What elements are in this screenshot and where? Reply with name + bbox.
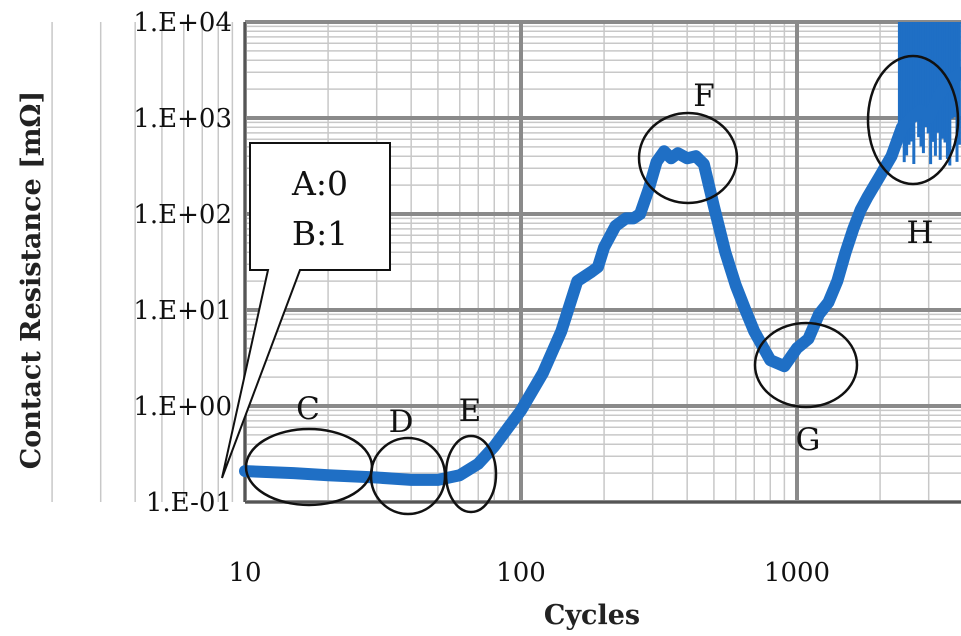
y-tick-label: 1.E+02 <box>133 200 232 230</box>
callout-line-1: A:0 <box>291 164 348 203</box>
noise-band <box>897 22 961 166</box>
annotations: C D E F G H <box>244 54 960 516</box>
ellipse-g <box>753 321 859 409</box>
ellipse-h <box>866 54 960 186</box>
callout-shape <box>221 142 391 479</box>
callout-line-2: B:1 <box>292 214 348 253</box>
y-tick-labels: 1.E-01 1.E+00 1.E+01 1.E+02 1.E+03 1.E+04 <box>133 8 232 518</box>
y-tick-label: 1.E+03 <box>133 104 232 134</box>
y-tick-label: 1.E+01 <box>133 296 232 326</box>
x-tick-labels: 10 100 1000 <box>228 558 830 588</box>
annotation-e-label: E <box>459 393 482 429</box>
x-tick-label: 10 <box>228 558 261 588</box>
annotation-g-label: G <box>796 422 821 458</box>
ellipse-e <box>444 434 498 514</box>
y-tick-label: 1.E+04 <box>133 8 232 38</box>
x-tick-label: 100 <box>496 558 546 588</box>
x-tick-label: 1000 <box>764 558 830 588</box>
y-tick-label: 1.E-01 <box>146 488 232 518</box>
y-axis-title: Contact Resistance [mΩ] <box>16 91 47 469</box>
callout-box: A:0 B:1 <box>221 142 391 479</box>
annotation-f-label: F <box>693 78 715 114</box>
series-line <box>239 66 961 486</box>
annotation-d-label: D <box>389 404 414 440</box>
ellipse-f <box>637 111 739 205</box>
annotation-c-label: C <box>296 391 320 427</box>
y-tick-label: 1.E+00 <box>133 392 232 422</box>
x-axis-title: Cycles <box>544 600 640 631</box>
annotation-h-label: H <box>906 215 933 251</box>
